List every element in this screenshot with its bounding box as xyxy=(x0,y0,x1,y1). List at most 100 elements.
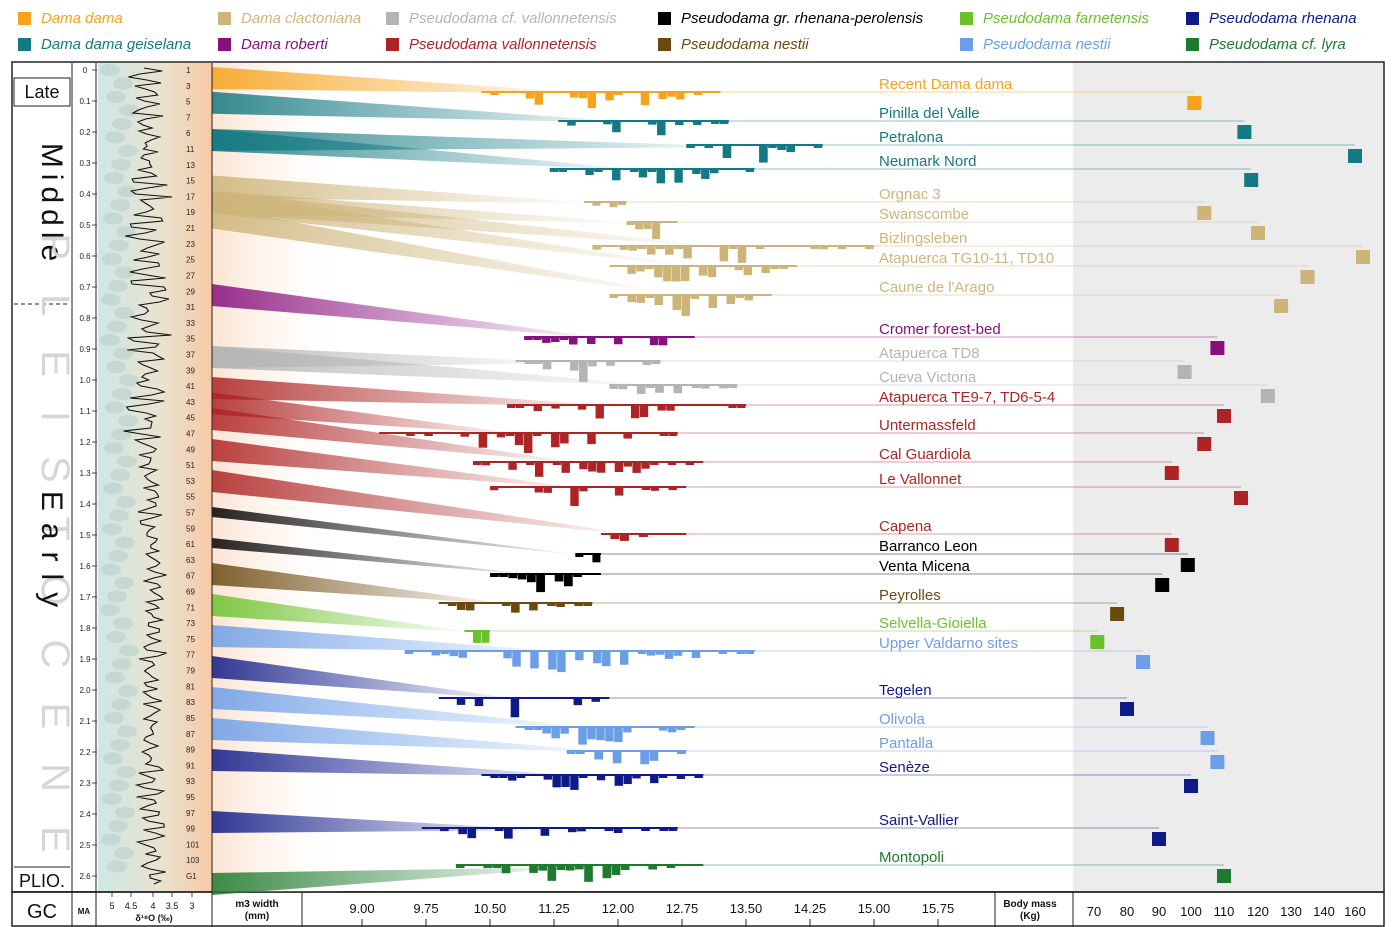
legend-swatch xyxy=(960,12,973,25)
histogram-bar xyxy=(655,651,665,655)
site-row: Upper Valdarno sites xyxy=(404,635,1150,673)
histogram-bar xyxy=(587,727,596,740)
histogram-bar xyxy=(658,337,668,346)
age-wedge xyxy=(212,377,627,407)
histogram-bar xyxy=(722,145,732,159)
site-label: Cueva Victoria xyxy=(879,369,977,386)
d18o-tick-label: 4.5 xyxy=(125,901,138,911)
histogram-bar xyxy=(508,775,517,781)
histogram-bar xyxy=(768,145,777,148)
histogram-bar xyxy=(672,295,682,311)
legend-label: Dama roberti xyxy=(241,36,328,53)
histogram-bar xyxy=(551,433,560,448)
site-row: Venta Micena xyxy=(490,558,1170,593)
histogram-bar xyxy=(542,337,551,343)
histogram-bar xyxy=(667,92,676,97)
age-tick-label: 0.3 xyxy=(79,159,91,168)
site-label: Montopoli xyxy=(879,849,944,866)
age-tick-label: 1.8 xyxy=(79,624,91,633)
histogram-bar xyxy=(424,433,433,436)
histogram-bar xyxy=(542,727,551,734)
histogram-bar xyxy=(460,433,470,437)
mis-label: 89 xyxy=(186,746,195,755)
age-tick-label: 0.7 xyxy=(79,283,91,292)
histogram-bar xyxy=(737,405,746,408)
histogram-bar xyxy=(632,462,641,473)
histogram-bar xyxy=(596,462,606,473)
histogram-bar xyxy=(542,361,552,370)
body-mass-panel xyxy=(1073,63,1383,892)
histogram-bar xyxy=(619,246,629,250)
histogram-bar xyxy=(516,775,526,778)
histogram-bar xyxy=(526,574,536,583)
histogram-bar xyxy=(636,266,645,272)
site-row: Orgnac 3 xyxy=(583,186,1212,220)
d18o-tick-label: 5 xyxy=(109,901,114,911)
histogram-bar xyxy=(567,121,576,126)
histogram-bar xyxy=(551,405,560,409)
histogram-bar xyxy=(588,361,597,367)
legend-label: Pseudodama vallonnetensis xyxy=(409,36,597,53)
histogram-bar xyxy=(524,337,533,340)
histogram-bar xyxy=(560,337,569,340)
histogram-bar xyxy=(668,433,678,436)
mis-label: 27 xyxy=(186,271,195,280)
age-wedge xyxy=(212,346,674,387)
histogram-bar xyxy=(646,651,656,656)
histogram-bar xyxy=(592,246,601,250)
histogram-bar xyxy=(665,246,674,255)
histogram-bar xyxy=(526,462,535,465)
site-label: Senèze xyxy=(879,759,930,776)
legend-label: Pseudodama cf. vallonnetensis xyxy=(409,10,617,27)
histogram-bar xyxy=(737,246,747,263)
legend-item: Dama dama xyxy=(18,10,123,27)
histogram-bar xyxy=(588,462,597,472)
legend-item: Pseudodama nestii xyxy=(658,36,809,53)
body-mass-marker xyxy=(1200,731,1215,745)
histogram-bar xyxy=(786,145,795,153)
body-mass-tick-label: 160 xyxy=(1344,904,1366,919)
histogram-bar xyxy=(674,246,683,249)
histogram-bar xyxy=(612,121,621,133)
body-mass-marker xyxy=(1260,389,1275,403)
site-row: Peyrolles xyxy=(438,587,1125,621)
histogram-bar xyxy=(549,169,559,172)
body-mass-marker xyxy=(1164,538,1179,552)
histogram-bar xyxy=(698,266,708,276)
histogram-bar xyxy=(637,651,647,654)
histogram-bar xyxy=(609,385,619,389)
body-mass-marker xyxy=(1217,869,1231,883)
histogram-bar xyxy=(819,246,829,250)
histogram-bar xyxy=(533,405,542,412)
histogram-bar xyxy=(612,751,622,764)
site-row: Le Vallonnet xyxy=(490,471,1248,507)
histogram-bar xyxy=(640,751,650,765)
histogram-bar xyxy=(719,385,728,389)
histogram-bar xyxy=(680,266,690,282)
histogram-bar xyxy=(649,751,659,761)
histogram-bar xyxy=(658,92,667,99)
age-wedge xyxy=(212,594,478,633)
age-wedge xyxy=(212,718,627,753)
body-mass-marker xyxy=(1217,409,1231,423)
histogram-bar xyxy=(501,865,511,874)
histogram-bar xyxy=(554,574,564,582)
histogram-bar xyxy=(718,651,728,654)
histogram-bar xyxy=(456,698,466,705)
site-label: Atapuerca TG10-11, TD10 xyxy=(879,250,1054,267)
age-tick-label: 0.2 xyxy=(79,128,91,137)
d18o-tick-label: 4 xyxy=(150,901,155,911)
histogram-bar xyxy=(543,775,552,780)
mis-label: 95 xyxy=(186,793,195,802)
histogram-bar xyxy=(614,775,623,786)
age-tick-label: 1.7 xyxy=(79,593,91,602)
histogram-bar xyxy=(603,121,612,125)
age-tick-label: 2.1 xyxy=(79,717,91,726)
m3-tick-label: 9.00 xyxy=(349,901,374,916)
histogram-bar xyxy=(568,828,577,833)
histogram-bar xyxy=(668,487,677,491)
age-tick-label: 0.1 xyxy=(79,97,91,106)
histogram-bar xyxy=(676,92,685,100)
histogram-bar xyxy=(675,121,684,126)
histogram-bar xyxy=(592,202,601,206)
